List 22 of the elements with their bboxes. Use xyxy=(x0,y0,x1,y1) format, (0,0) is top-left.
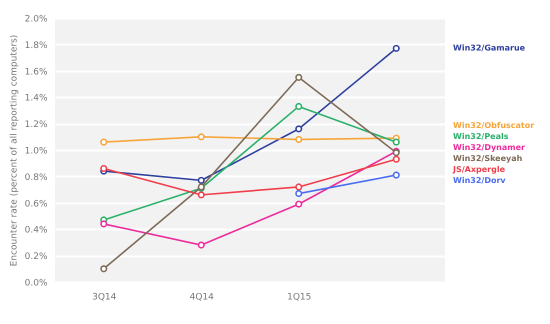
text: Win32/Obfuscator xyxy=(453,121,534,130)
y-tick-label: 0.0% xyxy=(24,278,48,288)
text: Win32/Skeeyah xyxy=(453,154,523,163)
y-tick-label: 0.2% xyxy=(24,252,48,262)
y-tick-label: 2.0% xyxy=(24,14,48,24)
text: Win32/Gamarue xyxy=(453,43,526,52)
y-tick-label: 0.4% xyxy=(24,226,48,236)
x-tick-label: 3Q14 xyxy=(92,292,117,302)
y-tick-label: 1.6% xyxy=(24,67,48,78)
x-tick-label: 4Q14 xyxy=(190,292,214,302)
text: Win32/Dorv xyxy=(453,176,506,185)
text: Win32/Dynamer xyxy=(453,143,526,152)
y-tick-label: 1.0% xyxy=(24,146,48,156)
y-tick-label: 1.8% xyxy=(24,40,48,51)
y-axis-title: Encounter rate (percent of all reporting computers) xyxy=(10,34,20,266)
text: Win32/Peals xyxy=(453,132,509,141)
x-tick-label: 1Q15 xyxy=(287,292,312,302)
y-tick-label: 0.6% xyxy=(24,199,48,210)
text: JS/Axpergle xyxy=(452,165,506,174)
y-tick-label: 1.2% xyxy=(24,120,48,130)
y-tick-label: 0.8% xyxy=(24,172,48,183)
y-tick-label: 1.4% xyxy=(24,94,48,104)
